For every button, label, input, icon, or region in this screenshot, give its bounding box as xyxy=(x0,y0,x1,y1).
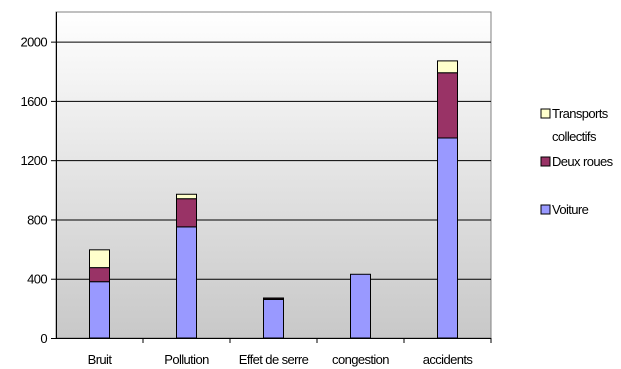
legend-swatch xyxy=(540,156,551,167)
bar-segment-deux-roues xyxy=(89,267,110,283)
legend-swatch xyxy=(540,108,551,119)
bar-segment-voiture xyxy=(263,298,284,339)
legend: Transports collectifs Deux roues Voiture xyxy=(540,106,614,217)
x-category-label: Effet de serre xyxy=(239,352,309,367)
plot-area xyxy=(55,11,492,339)
y-tick-label: 1600 xyxy=(20,94,47,109)
y-tick-label: 2000 xyxy=(20,35,47,50)
category-labels: Bruit Pollution Effet de serre congestion ac… xyxy=(88,352,474,367)
bar-segment-transports-collectifs xyxy=(89,249,110,269)
bar-segment-transports-collectifs xyxy=(437,60,458,74)
legend-label: Voiture xyxy=(552,202,589,217)
y-tick-label: 1200 xyxy=(20,153,47,168)
y-tick-label: 400 xyxy=(27,272,47,287)
x-category-label: congestion xyxy=(332,352,389,367)
bar-segment-deux-roues xyxy=(437,72,458,139)
bars xyxy=(89,60,458,339)
y-tick-label: 800 xyxy=(27,212,47,227)
x-category-label: Bruit xyxy=(88,352,113,367)
legend-label: Transports xyxy=(552,106,609,121)
bar-segment-voiture xyxy=(437,137,458,339)
x-category-label: accidents xyxy=(423,352,474,367)
bar-segment-voiture xyxy=(350,273,371,339)
axes: 0 400 800 1200 1600 2000 xyxy=(20,12,492,346)
bar-segment-transports-collectifs xyxy=(176,193,197,200)
legend-label: collectifs xyxy=(552,129,597,144)
bar-segment-deux-roues xyxy=(176,198,197,228)
legend-label: Deux roues xyxy=(552,154,614,169)
y-tick-label: 0 xyxy=(40,331,47,346)
bar-segment-voiture xyxy=(176,226,197,339)
gridlines xyxy=(56,41,491,280)
x-category-label: Pollution xyxy=(164,352,209,367)
legend-swatch xyxy=(540,204,551,215)
bar-segment-voiture xyxy=(89,281,110,339)
